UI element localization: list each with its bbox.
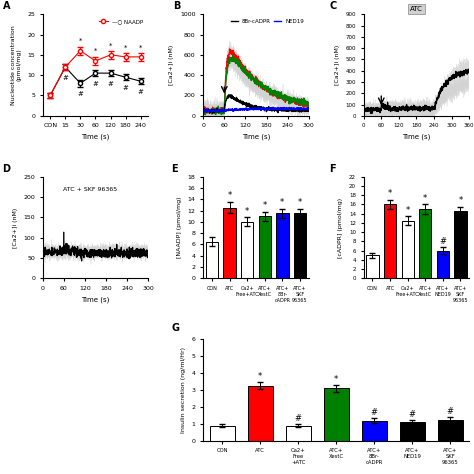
- 8Br-cADPR: [306, 108, 311, 114]
- 8Br-cADPR: [280, 107, 286, 113]
- Bar: [454, 211, 466, 278]
- X-axis label: Time (s): Time (s): [402, 134, 431, 140]
- 8Br-cADPR: [228, 95, 234, 100]
- Text: G: G: [171, 323, 179, 333]
- Bar: [366, 255, 379, 278]
- NED19: [248, 106, 254, 112]
- Text: #: #: [92, 81, 99, 87]
- NED19: [201, 109, 207, 115]
- Bar: [206, 242, 218, 278]
- Bar: [286, 426, 310, 441]
- Y-axis label: Insulin secretion (ng/ml/Hr): Insulin secretion (ng/ml/Hr): [181, 347, 186, 433]
- Bar: [259, 216, 271, 278]
- Text: *: *: [109, 42, 112, 48]
- Text: *: *: [79, 38, 82, 44]
- Text: *: *: [406, 206, 410, 215]
- Text: A: A: [2, 1, 10, 11]
- Bar: [384, 204, 396, 278]
- Bar: [294, 213, 306, 278]
- Bar: [400, 422, 425, 441]
- Legend: —○ NAADP: —○ NAADP: [97, 17, 146, 27]
- Text: *: *: [245, 207, 249, 216]
- Text: #: #: [447, 407, 454, 416]
- Y-axis label: [Ca2+]i (nM): [Ca2+]i (nM): [335, 45, 340, 85]
- NED19: [201, 108, 206, 113]
- Y-axis label: [Ca2+]i (nM): [Ca2+]i (nM): [170, 45, 174, 85]
- Y-axis label: [cADPR] (pmol/mg): [cADPR] (pmol/mg): [338, 198, 344, 257]
- 8Br-cADPR: [219, 106, 225, 112]
- Text: *: *: [280, 198, 284, 207]
- Text: *: *: [334, 374, 338, 383]
- Text: *: *: [124, 45, 128, 50]
- Text: D: D: [2, 164, 10, 173]
- NED19: [306, 106, 311, 111]
- X-axis label: Time (s): Time (s): [242, 134, 270, 140]
- Text: *: *: [228, 191, 232, 201]
- Bar: [362, 420, 387, 441]
- Text: *: *: [458, 196, 463, 205]
- Text: #: #: [123, 85, 128, 91]
- 8Br-cADPR: [201, 107, 206, 113]
- Bar: [248, 386, 273, 441]
- Text: *: *: [298, 198, 302, 207]
- Bar: [210, 426, 235, 441]
- Text: *: *: [423, 194, 428, 203]
- Bar: [324, 388, 348, 441]
- Text: *: *: [139, 45, 142, 50]
- NED19: [219, 108, 225, 114]
- NED19: [263, 106, 268, 111]
- X-axis label: Time (s): Time (s): [81, 134, 109, 140]
- NED19: [280, 105, 286, 111]
- 8Br-cADPR: [228, 92, 233, 98]
- Text: #: #: [439, 237, 447, 246]
- Bar: [276, 213, 289, 278]
- Text: F: F: [329, 164, 336, 173]
- NED19: [270, 104, 276, 110]
- Text: *: *: [258, 372, 262, 381]
- Y-axis label: [Ca2+]i (nM): [Ca2+]i (nM): [13, 208, 18, 247]
- 8Br-cADPR: [248, 104, 254, 109]
- 8Br-cADPR: [263, 106, 269, 112]
- Text: ATC: ATC: [410, 6, 423, 12]
- Text: C: C: [330, 1, 337, 11]
- Legend: 8Br-cADPR, NED19: 8Br-cADPR, NED19: [229, 17, 306, 27]
- Bar: [223, 208, 236, 278]
- Text: #: #: [295, 413, 301, 422]
- Bar: [438, 419, 463, 441]
- 8Br-cADPR: [210, 110, 215, 116]
- Text: #: #: [371, 408, 378, 417]
- Bar: [437, 251, 449, 278]
- Text: #: #: [77, 91, 83, 98]
- 8Br-cADPR: [271, 106, 277, 111]
- Line: NED19: NED19: [203, 107, 309, 112]
- Text: #: #: [63, 75, 68, 81]
- Text: *: *: [94, 48, 97, 54]
- Text: B: B: [173, 1, 181, 11]
- X-axis label: Time (s): Time (s): [81, 297, 109, 303]
- NED19: [271, 106, 277, 111]
- Line: 8Br-cADPR: 8Br-cADPR: [203, 95, 309, 113]
- Text: *: *: [388, 190, 392, 199]
- Bar: [419, 209, 431, 278]
- Text: ATC + SKF 96365: ATC + SKF 96365: [63, 187, 117, 192]
- Text: E: E: [172, 164, 178, 173]
- Y-axis label: [NAADP] (pmol/mg): [NAADP] (pmol/mg): [177, 197, 182, 258]
- NED19: [228, 106, 233, 112]
- Bar: [241, 222, 253, 278]
- Text: #: #: [108, 81, 113, 87]
- Text: #: #: [409, 410, 416, 419]
- Text: #: #: [138, 89, 144, 95]
- Text: *: *: [263, 201, 267, 210]
- Bar: [401, 220, 414, 278]
- Y-axis label: Nucleotide concentration
(pmol/mg): Nucleotide concentration (pmol/mg): [11, 25, 22, 105]
